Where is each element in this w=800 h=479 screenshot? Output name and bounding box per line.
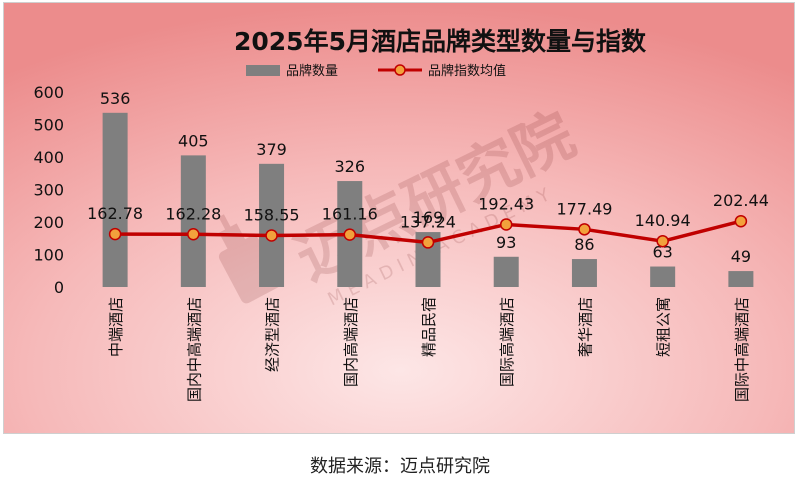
legend: 品牌数量 品牌指数均值 (246, 63, 506, 79)
bar (571, 259, 597, 287)
x-axis: 中端酒店 国内中高端酒店 经济型酒店 国内高端酒店 精品民宿 国际高端酒店 奢华酒店 短租公寓… (107, 297, 751, 402)
bar-value-label: 169 (413, 208, 444, 227)
y-tick-label: 0 (54, 278, 64, 297)
bar-value-label: 86 (574, 235, 594, 254)
legend-bar-label: 品牌数量 (286, 63, 338, 79)
y-tick-label: 500 (33, 116, 64, 135)
line-value-label: 137.24 (400, 212, 456, 231)
y-axis: 0 100 200 300 400 500 600 (33, 83, 64, 297)
line-point (265, 229, 278, 242)
line-point (343, 228, 357, 241)
x-tick-label: 短租公寓 (655, 297, 673, 357)
x-tick-label: 国际高端酒店 (498, 297, 516, 387)
legend-bar-swatch (246, 65, 280, 76)
legend-line-label: 品牌指数均值 (428, 63, 506, 79)
x-tick-label: 经济型酒店 (264, 297, 282, 372)
line-value-label: 158.55 (244, 205, 300, 224)
x-tick-label: 精品民宿 (420, 297, 438, 357)
x-tick-label: 国际中高端酒店 (733, 297, 751, 402)
line-point (734, 214, 748, 228)
bar (259, 163, 285, 287)
line-point (656, 234, 669, 248)
bar-value-label: 326 (335, 157, 366, 176)
line-series: 162.78 162.28 158.55 161.16 137.24 192.43 177.… (87, 191, 769, 249)
y-tick-label: 300 (33, 181, 64, 200)
legend-line-marker (394, 64, 406, 76)
bar (493, 256, 519, 287)
line-value-label: 162.28 (165, 204, 221, 223)
x-tick-label: 国内高端酒店 (342, 297, 360, 387)
chart-svg: 迈点研究院 MEADIN ACADEMY 2025年5月酒店品牌类型数量与指数 … (4, 3, 794, 433)
chart-panel: 迈点研究院 MEADIN ACADEMY 2025年5月酒店品牌类型数量与指数 … (3, 2, 795, 434)
x-tick-label: 中端酒店 (107, 297, 125, 357)
bar-value-label: 536 (100, 89, 131, 108)
line-value-label: 161.16 (322, 205, 378, 224)
line-value-label: 202.44 (713, 191, 769, 210)
bar-value-label: 63 (652, 243, 672, 262)
bar (180, 155, 206, 287)
bar-value-label: 405 (178, 131, 209, 150)
line-value-label: 192.43 (478, 194, 534, 213)
line-point (187, 228, 200, 241)
y-tick-label: 200 (33, 213, 64, 232)
bar (102, 112, 128, 287)
bar-value-label: 379 (256, 140, 287, 159)
source-note: 数据来源：迈点研究院 (310, 456, 490, 477)
line-value-label: 162.78 (87, 204, 143, 223)
line-point (578, 223, 591, 236)
bar (650, 266, 676, 287)
line-value-label: 140.94 (635, 211, 691, 230)
y-tick-label: 400 (33, 148, 64, 167)
bar-value-label: 93 (496, 233, 516, 252)
y-tick-label: 100 (33, 246, 64, 265)
line-point (499, 218, 513, 231)
bar (728, 271, 754, 287)
bar-value-label: 49 (731, 247, 751, 266)
line-point (421, 236, 435, 249)
line-value-label: 177.49 (556, 199, 612, 218)
y-tick-label: 600 (33, 83, 64, 102)
chart-title: 2025年5月酒店品牌类型数量与指数 (234, 27, 647, 56)
x-tick-label: 奢华酒店 (576, 297, 594, 357)
x-tick-label: 国内中高端酒店 (185, 297, 203, 402)
line-point (108, 227, 122, 241)
